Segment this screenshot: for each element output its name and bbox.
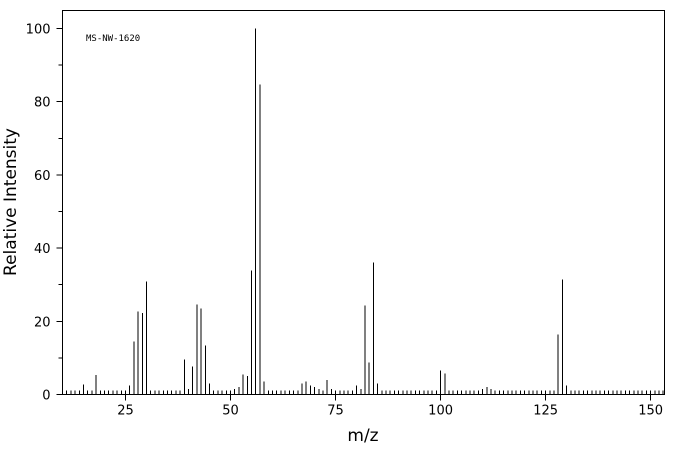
y-tick-label: 100 [26, 22, 51, 37]
x-axis-label: m/z [347, 426, 378, 446]
x-tick-label: 50 [222, 404, 239, 419]
y-tick-label: 60 [34, 169, 51, 184]
y-tick-label: 80 [34, 96, 51, 111]
x-tick-label: 100 [428, 404, 453, 419]
y-tick-label: 20 [34, 315, 51, 330]
y-tick-label: 0 [42, 389, 50, 404]
y-axis-label: Relative Intensity [1, 128, 21, 276]
x-tick-label: 125 [533, 404, 558, 419]
x-tick-label: 25 [117, 404, 134, 419]
plot-frame [62, 10, 665, 395]
x-tick-label: 150 [638, 404, 663, 419]
annotation: MS-NW-1620 [86, 34, 140, 44]
x-tick-label: 75 [327, 404, 344, 419]
y-tick-label: 40 [34, 242, 51, 257]
